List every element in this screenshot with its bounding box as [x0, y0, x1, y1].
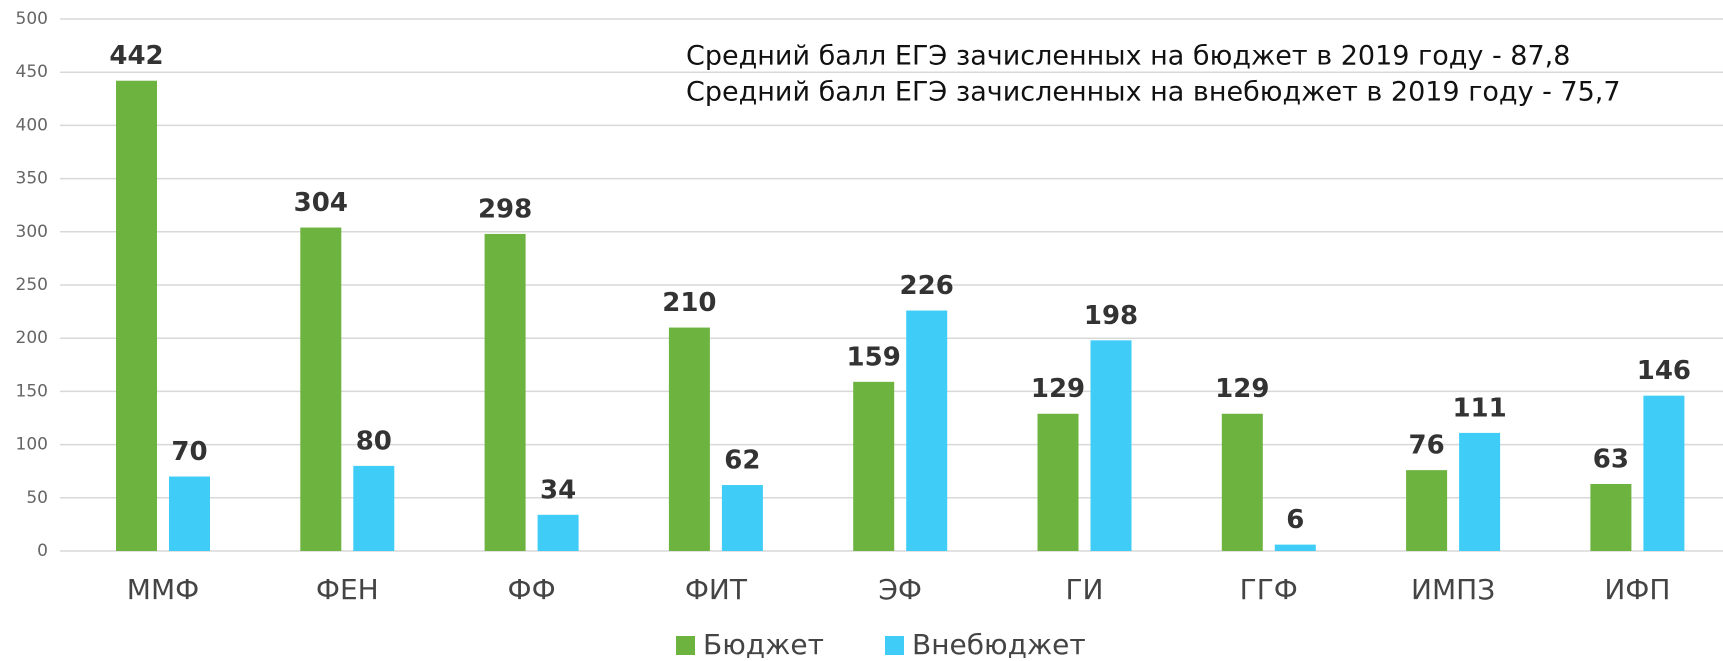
bar [1406, 470, 1448, 551]
annotation: Средний балл ЕГЭ зачисленных на внебюдже… [686, 77, 1621, 108]
bar [668, 327, 710, 551]
value-label: 62 [724, 446, 760, 476]
bar [853, 381, 895, 551]
y-tick-label: 200 [16, 328, 48, 348]
value-label: 80 [356, 426, 392, 456]
y-tick-label: 300 [16, 222, 48, 242]
x-tick-label: ИМПЗ [1411, 573, 1495, 606]
x-tick-label: ГГФ [1240, 573, 1298, 606]
bar [1590, 483, 1632, 551]
value-label: 63 [1593, 444, 1629, 474]
x-tick-label: ФФ [507, 573, 555, 606]
y-tick-label: 450 [16, 62, 48, 82]
legend-label: Бюджет [703, 628, 824, 661]
value-label: 70 [171, 437, 207, 467]
bar [721, 485, 763, 551]
bar [1221, 413, 1263, 551]
bar [300, 227, 342, 551]
bar [116, 80, 157, 551]
bar [169, 476, 210, 551]
value-label: 6 [1286, 505, 1304, 535]
y-tick-label: 250 [16, 275, 48, 295]
y-tick-label: 400 [16, 115, 48, 135]
bar [484, 233, 526, 552]
x-tick-label: ЭФ [878, 573, 922, 606]
y-tick-label: 150 [16, 381, 48, 401]
x-tick-label: ФЕН [316, 573, 379, 606]
y-tick-label: 0 [37, 541, 48, 561]
bar [1643, 395, 1685, 551]
annotation: Средний балл ЕГЭ зачисленных на бюджет в… [686, 41, 1570, 72]
x-tick-label: ФИТ [685, 573, 748, 606]
value-label: 34 [540, 475, 576, 505]
x-tick-label: ИФП [1604, 573, 1670, 606]
value-label: 298 [478, 194, 532, 224]
legend-swatch [676, 636, 695, 655]
bar [353, 465, 395, 551]
value-label: 111 [1452, 393, 1506, 423]
bar [537, 514, 579, 551]
bar [906, 310, 948, 551]
value-label: 304 [294, 188, 348, 218]
y-tick-label: 350 [16, 169, 48, 189]
y-tick-label: 50 [26, 488, 48, 508]
y-tick-label: 500 [16, 9, 48, 29]
value-label: 159 [847, 342, 901, 372]
bar [1090, 340, 1132, 551]
value-label: 210 [662, 288, 716, 318]
value-label: 76 [1409, 431, 1445, 461]
value-label: 198 [1084, 301, 1138, 331]
bar [1037, 413, 1079, 551]
bar [1459, 432, 1501, 551]
value-label: 146 [1637, 356, 1691, 386]
y-tick-label: 100 [16, 435, 48, 455]
value-label: 226 [900, 271, 954, 301]
value-label: 129 [1031, 374, 1085, 404]
legend-swatch [885, 636, 904, 655]
bar [1274, 544, 1316, 551]
value-label: 442 [109, 41, 163, 71]
x-tick-label: ГИ [1065, 573, 1103, 606]
legend-label: Внебюджет [912, 628, 1086, 661]
value-label: 129 [1215, 374, 1269, 404]
x-tick-label: ММФ [127, 573, 199, 606]
